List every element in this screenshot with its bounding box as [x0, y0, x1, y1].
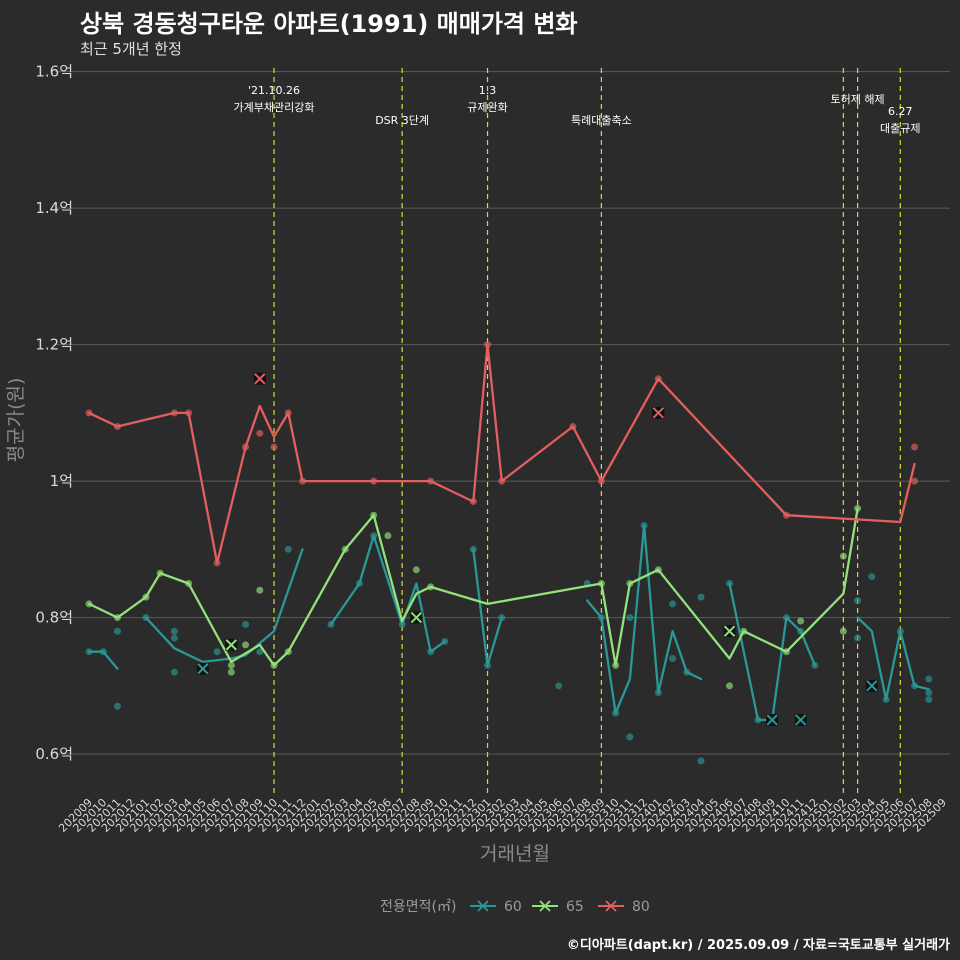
max-marker-60 [794, 713, 807, 726]
data-point-60 [256, 648, 264, 656]
axis-layer: 0.6억0.8억1억1.2억1.4억1.6억202009202010202011… [35, 63, 949, 835]
legend: 전용면적(㎡) 60 65 80 [380, 899, 650, 915]
chart-title: 상북 경동청구타운 아파트(1991) 매매가격 변화 [80, 10, 578, 38]
data-point-60 [626, 733, 634, 741]
data-point-60 [626, 614, 634, 622]
data-point-60 [868, 573, 876, 581]
series-line-80 [87, 343, 916, 565]
data-point-80 [270, 443, 278, 451]
data-point-60 [242, 620, 250, 628]
data-point-65 [797, 617, 805, 625]
series-layer [85, 341, 933, 765]
data-point-60 [925, 689, 933, 697]
data-point-65 [384, 532, 392, 540]
series-line-60 [144, 548, 304, 664]
data-point-60 [854, 597, 862, 605]
max-marker-60 [766, 713, 779, 726]
data-point-60 [113, 702, 121, 710]
data-point-65 [242, 641, 250, 649]
data-point-60 [170, 634, 178, 642]
data-point-80 [911, 443, 919, 451]
event-label: 1.3 [479, 84, 497, 97]
data-point-80 [256, 429, 264, 437]
max-marker-65 [410, 611, 423, 624]
event-label: 특례대출축소 [571, 114, 632, 127]
event-label: 대출규제 [880, 122, 920, 135]
legend-label: 65 [566, 899, 584, 915]
data-point-60 [170, 668, 178, 676]
legend-key-cross [539, 900, 551, 912]
marker-cross [723, 625, 736, 637]
legend-key-cross [605, 900, 617, 912]
series-line-60 [856, 616, 930, 701]
data-point-60 [697, 593, 705, 601]
event-label: 토허제 해제 [831, 92, 885, 106]
data-point-60 [854, 634, 862, 642]
data-point-65 [412, 566, 420, 574]
max-marker-65 [225, 638, 238, 651]
marker-cross [766, 714, 778, 726]
series-line-60 [472, 548, 503, 667]
marker-cross [225, 639, 238, 651]
legend-label: 80 [632, 899, 650, 915]
y-tick-label: 1.6억 [35, 63, 73, 81]
series-line-60 [728, 582, 817, 722]
x-axis-title: 거래년월 [480, 843, 550, 865]
max-marker-80 [253, 372, 266, 385]
data-point-65 [227, 668, 235, 676]
legend-label: 60 [504, 899, 522, 915]
series-line-60 [87, 650, 119, 670]
legend-title: 전용면적(㎡) [380, 899, 456, 915]
data-point-80 [911, 477, 919, 485]
event-label: 6.27 [888, 105, 913, 118]
legend-key-cross [477, 900, 489, 912]
series-line-60 [329, 534, 446, 653]
y-axis-title: 평균가(원) [5, 378, 27, 463]
data-point-60 [669, 655, 677, 663]
data-point-60 [555, 682, 563, 690]
max-marker-80 [652, 406, 665, 419]
data-point-60 [669, 600, 677, 608]
marker-cross [794, 714, 807, 726]
max-marker-65 [723, 625, 736, 638]
data-point-60 [113, 627, 121, 635]
max-marker-60 [196, 662, 209, 675]
series-line-65 [87, 507, 859, 667]
data-point-60 [213, 648, 221, 656]
data-point-65 [227, 661, 235, 669]
event-label: 가계부채관리강화 [234, 101, 315, 114]
data-point-60 [284, 545, 292, 553]
marker-cross [866, 680, 878, 692]
chart-subtitle: 최근 5개년 한정 [80, 40, 182, 58]
event-label: '21.10.26 [248, 84, 300, 97]
marker-cross [410, 611, 423, 624]
data-point-60 [697, 757, 705, 765]
y-tick-label: 1.4억 [35, 199, 73, 217]
series-line-60 [586, 524, 703, 715]
y-tick-label: 1.2억 [35, 336, 73, 354]
data-point-65 [256, 586, 264, 594]
y-tick-label: 1억 [50, 472, 73, 490]
event-label: 규제완화 [467, 101, 507, 114]
y-tick-label: 0.8억 [35, 609, 73, 627]
data-point-65 [839, 552, 847, 560]
event-label: DSR 3단계 [375, 114, 429, 127]
data-point-65 [839, 627, 847, 635]
data-point-65 [726, 682, 733, 690]
y-tick-label: 0.6억 [35, 745, 73, 763]
data-point-60 [925, 695, 933, 703]
marker-cross [254, 373, 266, 385]
chart-caption: ©디아파트(dapt.kr) / 2025.09.09 / 자료=국토교통부 실… [566, 938, 950, 953]
data-point-60 [925, 675, 933, 683]
max-marker-60 [865, 679, 878, 692]
marker-cross [652, 407, 665, 419]
marker-cross [197, 663, 209, 675]
data-point-60 [170, 627, 178, 635]
